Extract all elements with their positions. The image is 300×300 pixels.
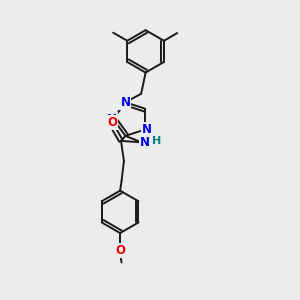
Text: O: O (107, 116, 117, 129)
Text: H: H (152, 136, 161, 146)
Text: N: N (120, 96, 130, 109)
Text: O: O (115, 244, 125, 257)
Text: N: N (107, 112, 117, 126)
Text: N: N (140, 136, 150, 149)
Text: N: N (142, 123, 152, 136)
